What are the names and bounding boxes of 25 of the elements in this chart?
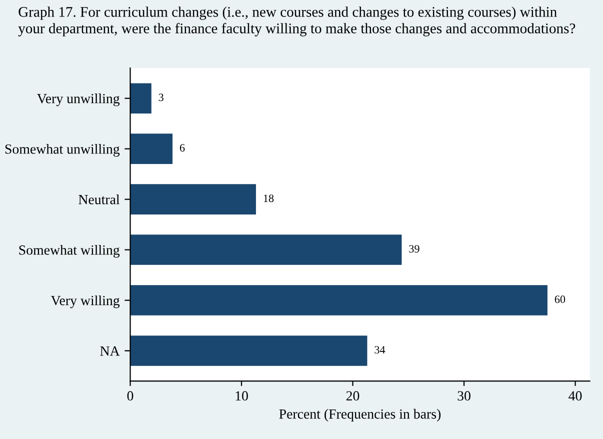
x-tick-label: 0 (127, 391, 134, 401)
x-tick-label: 10 (236, 391, 248, 401)
x-tick-label: 20 (346, 391, 360, 401)
annotation: 6 (180, 144, 185, 152)
annotation: 3 (158, 94, 164, 102)
y-tick-label: Very willing (50, 295, 120, 308)
y-tick-label: Somewhat willing (19, 244, 120, 258)
bar (130, 83, 152, 114)
chart-title: Graph 17. For curriculum changes (i.e., new courses and changes to existing courses) within your department, were the finance faculty willing to make those changes and accommodations? (18, 6, 576, 36)
y-tick-label: Very unwilling (37, 94, 120, 106)
y-tick-label: Somewhat unwilling (5, 144, 120, 157)
x-tick-label: 30 (458, 391, 470, 401)
y-tick-label: NA (100, 346, 120, 356)
annotation: 39 (409, 245, 420, 253)
bar (130, 134, 173, 164)
annotation: 34 (374, 346, 386, 354)
bar (130, 336, 368, 366)
y-tick-label: Neutral (78, 194, 120, 204)
annotation: 18 (264, 194, 274, 202)
x-tick-label: 40 (568, 391, 582, 401)
bar (130, 234, 402, 265)
bar (130, 184, 256, 214)
bar (130, 285, 548, 316)
annotation: 60 (554, 296, 566, 304)
x-axis-title: Percent (Frequencies in bars) (279, 408, 441, 422)
